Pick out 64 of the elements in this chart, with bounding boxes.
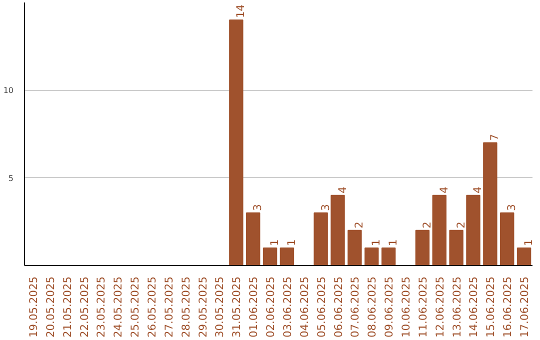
data-label: 2 xyxy=(420,222,434,228)
data-label: 1 xyxy=(284,239,298,246)
bar xyxy=(516,247,532,266)
x-tick-label: 13.06.2025 xyxy=(450,276,464,338)
x-tick-label: 17.06.2025 xyxy=(518,276,532,338)
data-label: 1 xyxy=(370,239,383,246)
x-tick-label: 03.06.2025 xyxy=(280,276,294,338)
data-label: 7 xyxy=(488,134,502,141)
y-tick-label: 5 xyxy=(8,174,14,183)
data-label: 2 xyxy=(352,222,366,228)
bar xyxy=(262,247,278,266)
data-label: 2 xyxy=(454,222,468,228)
x-tick-label: 12.06.2025 xyxy=(433,276,446,338)
data-label: 3 xyxy=(251,204,264,211)
y-tick-label: 10 xyxy=(3,86,14,96)
data-label: 4 xyxy=(471,186,484,194)
x-tick-label: 15.06.2025 xyxy=(484,276,498,338)
data-label: 4 xyxy=(437,186,450,194)
x-tick-label: 19.05.2025 xyxy=(26,276,40,338)
x-tick-label: 22.05.2025 xyxy=(78,276,91,338)
bar xyxy=(348,230,362,266)
x-tick-label: 26.05.2025 xyxy=(146,276,158,338)
x-tick-label: 28.05.2025 xyxy=(179,276,192,338)
x-tick-label: 01.06.2025 xyxy=(247,276,260,338)
x-tick-label: 31.05.2025 xyxy=(230,276,244,338)
x-tick-label: 06.06.2025 xyxy=(332,276,345,338)
bar xyxy=(381,247,396,266)
bar xyxy=(330,194,345,266)
bar xyxy=(314,212,328,266)
x-tick-label: 11.06.2025 xyxy=(416,276,430,338)
x-tick-label: 09.06.2025 xyxy=(382,276,396,338)
x-tick-label: 27.05.2025 xyxy=(162,276,176,338)
x-tick-label: 24.05.2025 xyxy=(112,276,125,338)
x-tick-label: 20.05.2025 xyxy=(44,276,57,338)
bar xyxy=(246,212,260,266)
data-label: 3 xyxy=(505,204,518,211)
data-label: 1 xyxy=(386,239,400,246)
x-tick-label: 29.05.2025 xyxy=(196,276,210,338)
data-label: 3 xyxy=(318,204,332,211)
x-tick-label: 25.05.2025 xyxy=(128,276,142,338)
data-label: 14 xyxy=(234,4,248,18)
bar xyxy=(280,247,294,266)
data-label: 4 xyxy=(336,186,349,194)
x-tick-label: 16.06.2025 xyxy=(501,276,514,338)
data-label: 1 xyxy=(268,239,282,246)
bar xyxy=(229,20,244,266)
bar xyxy=(415,230,430,266)
x-tick-label: 14.06.2025 xyxy=(467,276,480,338)
bar xyxy=(449,230,464,266)
bar xyxy=(500,212,514,266)
x-tick-label: 04.06.2025 xyxy=(298,276,311,338)
bar xyxy=(364,247,379,266)
x-tick-label: 30.05.2025 xyxy=(213,276,226,338)
x-tick-label: 10.06.2025 xyxy=(400,276,412,338)
x-tick-label: 02.06.2025 xyxy=(264,276,278,338)
x-tick-label: 07.06.2025 xyxy=(348,276,362,338)
x-tick-label: 08.06.2025 xyxy=(366,276,379,338)
x-tick-label: 23.05.2025 xyxy=(94,276,108,338)
data-label: 1 xyxy=(522,239,536,246)
bar xyxy=(432,194,446,266)
x-tick-label: 21.05.2025 xyxy=(60,276,74,338)
x-tick-label: 05.06.2025 xyxy=(314,276,328,338)
bar xyxy=(466,194,480,266)
bar xyxy=(483,142,498,266)
